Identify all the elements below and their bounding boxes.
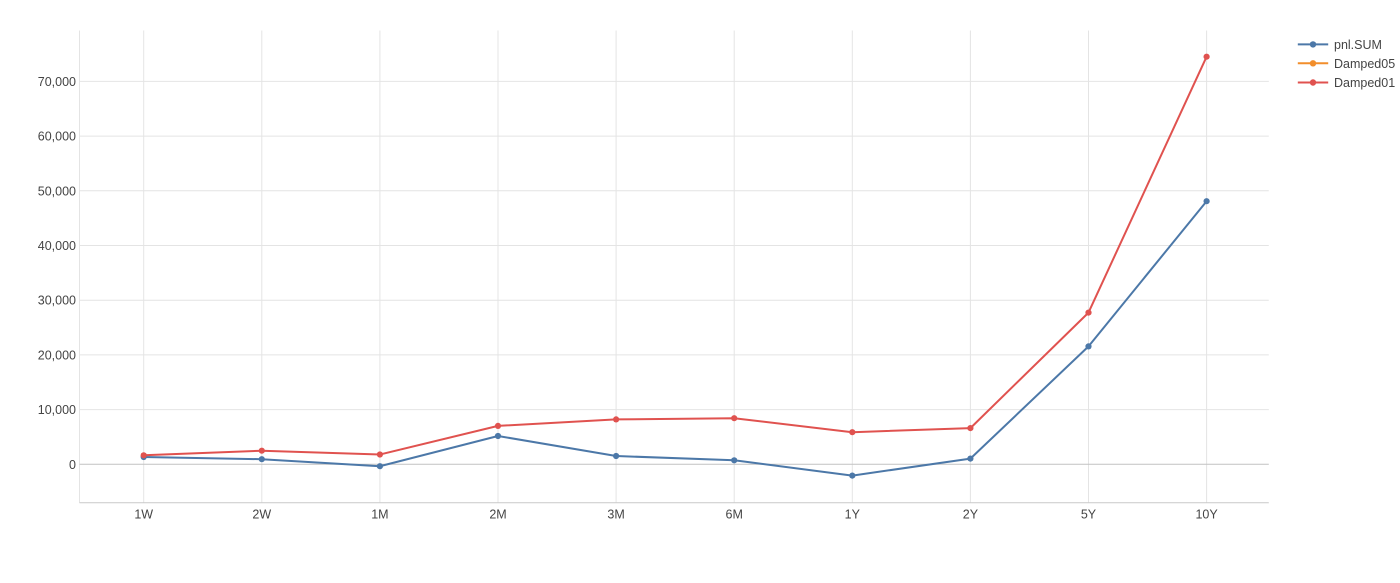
svg-text:3M: 3M: [607, 508, 624, 522]
svg-text:40,000: 40,000: [38, 239, 76, 253]
svg-text:2M: 2M: [489, 508, 506, 522]
svg-text:60,000: 60,000: [38, 130, 76, 144]
svg-text:50,000: 50,000: [38, 184, 76, 198]
svg-text:10Y: 10Y: [1195, 508, 1218, 522]
svg-text:Damped01: Damped01: [1334, 76, 1395, 90]
svg-text:70,000: 70,000: [38, 75, 76, 89]
svg-text:1Y: 1Y: [845, 508, 861, 522]
svg-text:2W: 2W: [252, 508, 271, 522]
svg-text:30,000: 30,000: [38, 294, 76, 308]
svg-text:6M: 6M: [726, 508, 743, 522]
svg-text:10,000: 10,000: [38, 403, 76, 417]
svg-text:20,000: 20,000: [38, 348, 76, 362]
svg-text:1M: 1M: [371, 508, 388, 522]
svg-text:2Y: 2Y: [963, 508, 979, 522]
svg-text:0: 0: [69, 458, 76, 472]
svg-text:pnl.SUM: pnl.SUM: [1334, 38, 1382, 52]
svg-text:Damped05: Damped05: [1334, 57, 1395, 71]
svg-text:1W: 1W: [134, 508, 153, 522]
svg-text:5Y: 5Y: [1081, 508, 1097, 522]
